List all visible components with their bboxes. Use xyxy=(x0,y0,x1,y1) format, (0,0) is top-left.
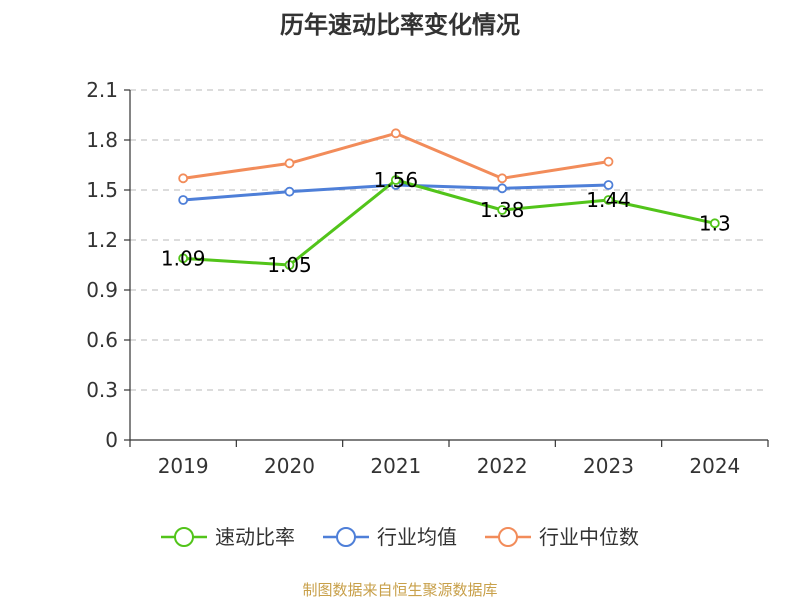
data-label: 1.38 xyxy=(480,198,525,222)
grid-lines xyxy=(130,89,768,391)
data-label: 1.44 xyxy=(586,188,631,212)
x-tick-label: 2021 xyxy=(370,454,421,478)
y-tick-label: 0.9 xyxy=(86,278,118,302)
series-lines xyxy=(178,128,720,270)
data-label: 1.3 xyxy=(699,211,731,235)
data-point[interactable] xyxy=(284,260,295,270)
data-point[interactable] xyxy=(178,253,189,264)
y-tick-label: 2.1 xyxy=(86,78,118,102)
legend-swatch-marker xyxy=(336,527,356,547)
data-point[interactable] xyxy=(390,128,401,139)
legend-swatch-marker xyxy=(174,527,194,547)
y-tick-label: 1.2 xyxy=(86,228,118,252)
data-point[interactable] xyxy=(603,156,614,167)
data-label: 1.09 xyxy=(161,246,206,270)
x-tick-label: 2024 xyxy=(689,454,740,478)
axes: 0 0.3 0.6 0.9 1.2 1.5 1.8 2.1 2019 2020 2021 2022 20… xyxy=(86,78,769,478)
data-point[interactable] xyxy=(178,173,189,184)
data-point[interactable] xyxy=(178,195,189,205)
data-point[interactable] xyxy=(603,195,614,205)
chart-title: 历年速动比率变化情况 xyxy=(280,11,520,39)
legend-label: 行业中位数 xyxy=(539,525,639,549)
data-point[interactable] xyxy=(497,205,508,215)
legend-item[interactable]: 行业均值 xyxy=(323,525,457,549)
series-line xyxy=(181,178,717,267)
y-tick-label: 1.8 xyxy=(86,128,118,152)
data-labels: 1.09 1.05 1.56 1.38 1.44 1.3 xyxy=(161,168,731,277)
source-note: 制图数据来自恒生聚源数据库 xyxy=(302,581,497,599)
x-tick-label: 2019 xyxy=(158,454,209,478)
data-point[interactable] xyxy=(284,158,295,169)
x-tick-label: 2023 xyxy=(583,454,634,478)
data-point[interactable] xyxy=(284,186,295,197)
x-tick-label: 2022 xyxy=(477,454,528,478)
legend-item[interactable]: 速动比率 xyxy=(161,525,295,549)
y-tick-label: 0.3 xyxy=(86,378,118,402)
legend-item[interactable]: 行业中位数 xyxy=(485,525,639,549)
data-label: 1.56 xyxy=(374,168,419,192)
y-tick-label: 1.5 xyxy=(86,178,118,202)
y-tick-label: 0.6 xyxy=(86,328,118,352)
data-point[interactable] xyxy=(497,183,508,194)
legend[interactable]: 速动比率 行业均值 行业中位数 xyxy=(161,525,639,549)
data-point[interactable] xyxy=(709,218,720,229)
data-point[interactable] xyxy=(390,175,401,185)
legend-label: 行业均值 xyxy=(377,525,457,549)
legend-label: 速动比率 xyxy=(215,525,295,549)
y-tick-label: 0 xyxy=(105,428,118,452)
data-label: 1.05 xyxy=(267,253,312,277)
x-tick-label: 2020 xyxy=(264,454,315,478)
legend-swatch-marker xyxy=(498,527,518,547)
data-point[interactable] xyxy=(497,173,508,184)
data-point[interactable] xyxy=(603,180,614,190)
